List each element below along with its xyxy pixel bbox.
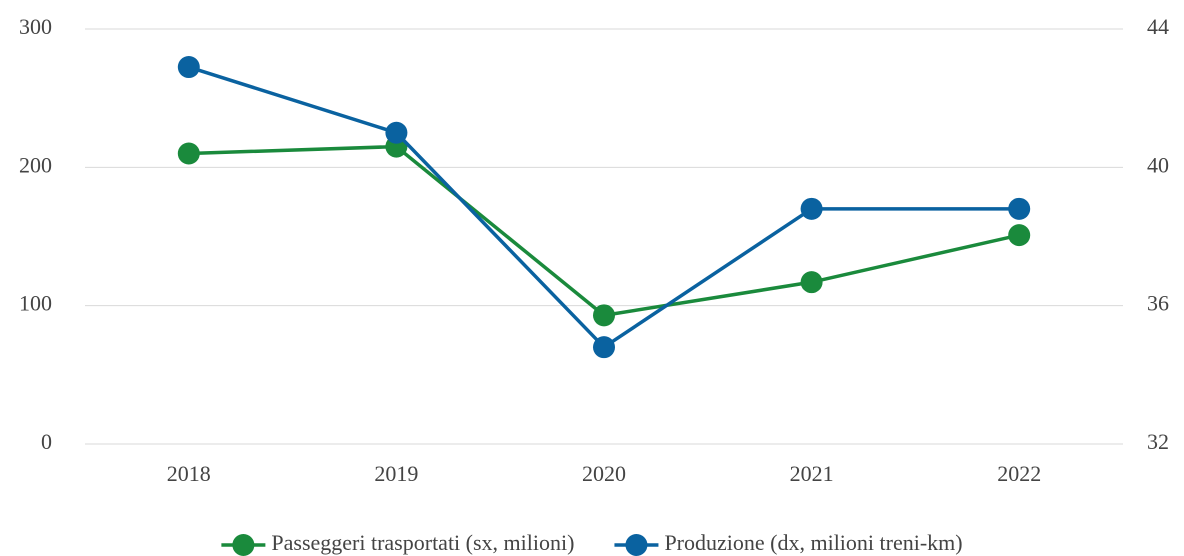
point [385, 121, 408, 144]
legend-swatch-dot [232, 534, 255, 556]
point [800, 271, 823, 294]
y-tick-label: 300 [19, 14, 52, 39]
point [593, 304, 615, 327]
y-tick-label: 100 [19, 291, 52, 316]
series-line [188, 144, 1020, 318]
y-tick-label: 0 [41, 429, 52, 454]
y2-tick-label: 36 [1147, 291, 1169, 316]
legend-swatch-dot [625, 534, 648, 556]
legend: Passeggeri trasportati (sx, milioni) Prod… [221, 530, 963, 556]
legend-label: Produzione (dx, milioni treni-km) [664, 530, 962, 555]
point [800, 197, 823, 220]
point [1008, 197, 1031, 220]
point [177, 56, 200, 79]
y-tick-label: 200 [19, 152, 52, 177]
x-tick-label: 2021 [790, 461, 834, 486]
x-tick-label: 2018 [167, 461, 211, 486]
legend-label: Passeggeri trasportati (sx, milioni) [271, 530, 574, 555]
legend-item: Produzione (dx, milioni treni-km) [614, 530, 963, 556]
x-tick-label: 2019 [374, 461, 418, 486]
x-tick-label: 2022 [997, 461, 1041, 486]
point [177, 142, 200, 165]
y2-tick-label: 44 [1147, 14, 1169, 39]
y2-tick-label: 40 [1147, 152, 1169, 177]
legend-item: Passeggeri trasportati (sx, milioni) [221, 530, 574, 556]
point [593, 336, 615, 359]
point [1008, 224, 1031, 247]
x-tick-label: 2020 [582, 461, 626, 486]
y2-tick-label: 32 [1147, 429, 1169, 454]
